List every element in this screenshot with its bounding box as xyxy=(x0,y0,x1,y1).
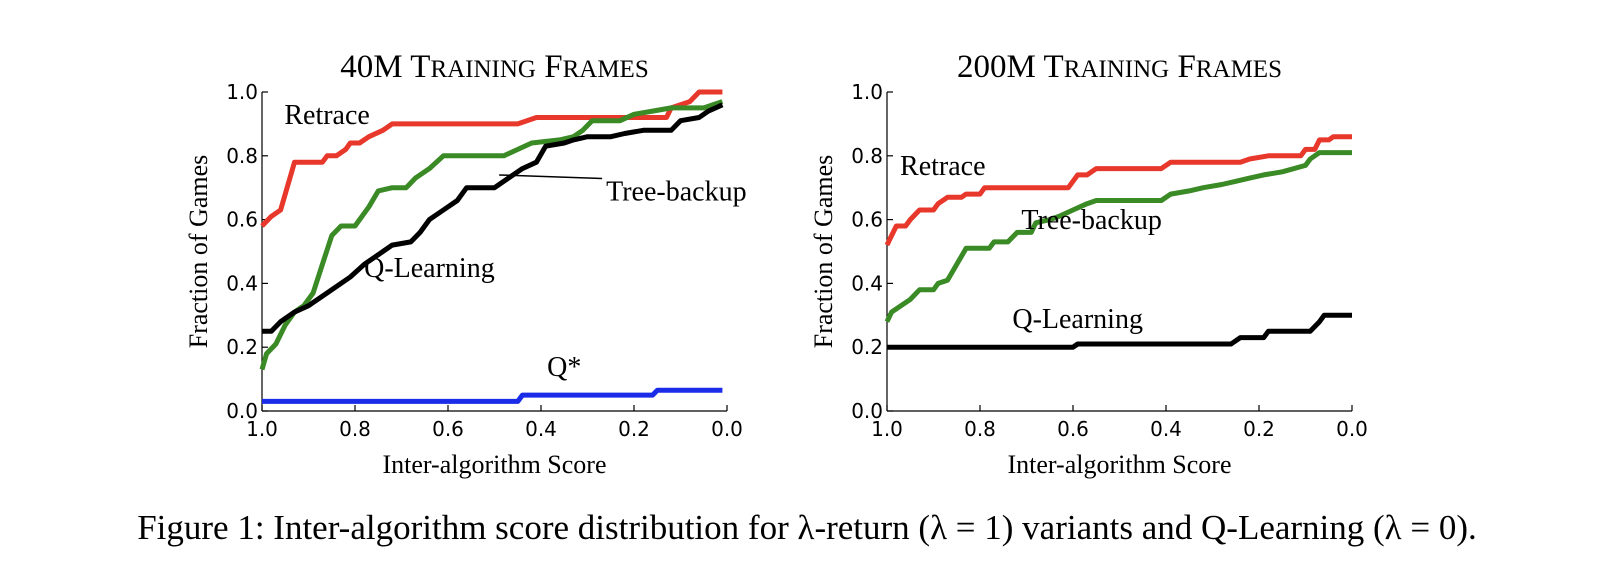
figure-caption: Figure 1: Inter-algorithm score distribu… xyxy=(137,508,1477,547)
y-tick-label: 0.2 xyxy=(226,335,258,359)
y-tick-label: 0.8 xyxy=(851,144,883,168)
series-line-retrace xyxy=(260,89,723,228)
x-tick-label: 1.0 xyxy=(246,417,278,441)
y-tick-label: 0.0 xyxy=(226,399,258,423)
y-tick-label: 1.0 xyxy=(226,80,258,104)
x-axis-label: Inter-algorithm Score xyxy=(1007,450,1231,479)
chart-title: 200M TRAINING FRAMES xyxy=(957,49,1282,85)
y-tick-label: 0.0 xyxy=(851,399,883,423)
x-tick-label: 0.2 xyxy=(618,417,650,441)
series-line-tree-backup xyxy=(259,99,724,371)
series-line-q-learning xyxy=(887,312,1352,350)
series-label-retrace: Retrace xyxy=(284,100,370,131)
y-tick-label: 1.0 xyxy=(851,80,883,104)
y-tick-label: 0.6 xyxy=(851,208,883,232)
series-label-q-star: Q* xyxy=(547,352,581,383)
series-label-tree-backup: Tree-backup xyxy=(606,176,746,207)
figure-canvas: 40M TRAINING FRAMES 0.0 0.2 0.4 0.6 0.8 1.0 1.0… xyxy=(184,49,1368,479)
y-tick-label: 0.2 xyxy=(851,335,883,359)
x-tick-label: 0.4 xyxy=(525,417,557,441)
x-tick-label: 0.0 xyxy=(1336,417,1368,441)
chart-1: 40M TRAINING FRAMES 0.0 0.2 0.4 0.6 0.8 1.0 1.0… xyxy=(184,49,747,479)
chart-title: 40M TRAINING FRAMES xyxy=(340,49,648,85)
x-tick-label: 0.0 xyxy=(711,417,743,441)
chart-2: 200M TRAINING FRAMES 0.0 0.2 0.4 0.6 0.8 1.0 1.… xyxy=(809,49,1368,479)
series-label-tree-backup: Tree-backup xyxy=(1021,205,1161,236)
y-tick-label: 0.4 xyxy=(226,271,258,295)
x-tick-label: 0.8 xyxy=(964,417,996,441)
x-tick-label: 0.8 xyxy=(339,417,371,441)
x-tick-label: 0.6 xyxy=(1057,417,1089,441)
x-tick-label: 0.4 xyxy=(1150,417,1182,441)
series-label-retrace: Retrace xyxy=(900,151,986,182)
x-tick-label: 0.2 xyxy=(1243,417,1275,441)
y-tick-label: 0.4 xyxy=(851,271,883,295)
y-axis-label: Fraction of Games xyxy=(809,155,838,349)
x-tick-label: 0.6 xyxy=(432,417,464,441)
series-line-q-learning xyxy=(262,102,724,334)
y-tick-label: 0.6 xyxy=(226,208,258,232)
x-tick-label: 1.0 xyxy=(871,417,903,441)
y-tick-label: 0.8 xyxy=(226,144,258,168)
series-line-retrace xyxy=(884,134,1352,247)
y-axis-label: Fraction of Games xyxy=(184,155,213,349)
series-label-q-learning: Q-Learning xyxy=(1012,304,1143,335)
series-label-q-learning: Q-Learning xyxy=(364,253,495,284)
series-line-q-star xyxy=(262,387,723,404)
x-axis-label: Inter-algorithm Score xyxy=(382,450,606,479)
series-line-tree-backup xyxy=(884,150,1352,323)
annotation-pointer xyxy=(499,174,603,180)
